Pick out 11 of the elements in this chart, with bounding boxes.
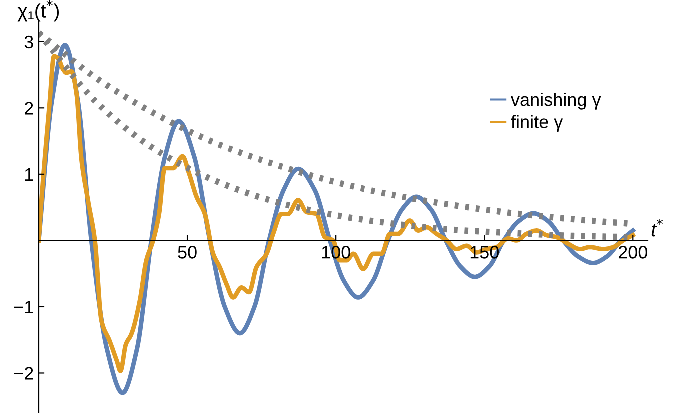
y-tick-label: −1 (14, 301, 34, 314)
y-tick-label: 2 (25, 102, 34, 115)
x-axis-title: t$^{*}$ (652, 218, 664, 237)
y-tick-label: −2 (14, 367, 34, 380)
y-tick-label: 3 (24, 36, 34, 49)
y-axis-title: χ₁(t$^{*}$) (18, 0, 60, 22)
legend-label: vanishing γ (511, 92, 602, 110)
y-tick-label: 1 (25, 168, 34, 181)
x-tick-label: 50 (178, 246, 197, 259)
x-tick-label: 200 (618, 246, 648, 259)
legend-label: finite γ (511, 115, 564, 132)
